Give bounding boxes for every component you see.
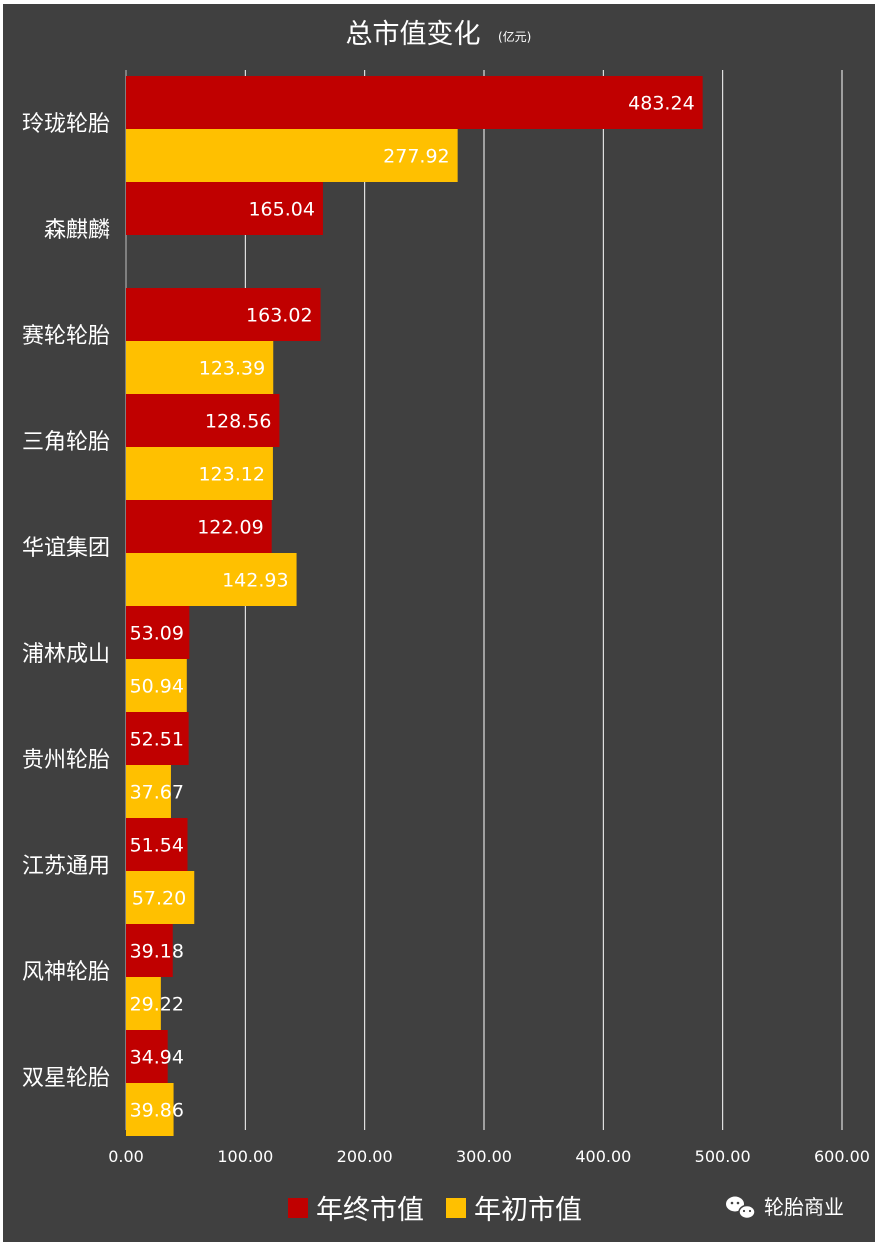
x-tick-label: 400.00 [575,1147,631,1166]
value-axis: 0.00 100.00 200.00 300.00 400.00 500.00 600.00 [108,1147,870,1166]
data-label: 39.86 [130,1100,184,1122]
category-label: 森麒麟 [44,218,110,243]
x-tick-label: 200.00 [337,1147,393,1166]
data-labels: 483.24 277.92 165.04 163.02 123.39 128.56 123.… [130,93,695,1122]
category-label: 江苏通用 [22,854,110,879]
bar-year-start [126,659,187,712]
data-label: 50.94 [130,676,184,698]
legend: 年终市值 年初市值 [288,1195,582,1226]
data-label: 128.56 [205,411,271,433]
bar-year-start [126,871,195,924]
data-label: 122.09 [197,517,263,539]
x-tick-label: 100.00 [217,1147,273,1166]
x-tick-label: 600.00 [814,1147,870,1166]
legend-swatch [288,1198,308,1218]
bar-year-start [126,341,274,394]
watermark-text: 轮胎商业 [764,1195,844,1219]
legend-label: 年初市值 [474,1195,582,1226]
bar-year-end [126,76,703,129]
data-label: 51.54 [130,835,184,857]
bars [126,76,703,1136]
category-label: 双星轮胎 [22,1066,110,1091]
data-label: 483.24 [628,93,694,115]
data-label: 57.20 [132,888,186,910]
category-label: 三角轮胎 [22,430,110,455]
data-label: 165.04 [248,199,314,221]
category-label: 华谊集团 [22,536,110,561]
bar-year-start [126,1083,174,1136]
bar-year-start [126,553,297,606]
bar-year-start [126,447,273,500]
bar-year-end [126,712,189,765]
data-label: 163.02 [246,305,312,327]
category-label: 赛轮轮胎 [22,324,110,349]
data-label: 123.39 [199,358,265,380]
chart-title: 总市值变化 [346,19,481,50]
bar-year-end [126,818,188,871]
legend-swatch [446,1198,466,1218]
data-label: 53.09 [130,623,184,645]
x-tick-label: 500.00 [695,1147,751,1166]
data-label: 142.93 [222,570,288,592]
category-label: 浦林成山 [22,642,110,667]
bar-year-end [126,394,280,447]
bar-year-end [126,924,173,977]
watermark: 轮胎商业 [726,1195,844,1220]
category-label: 玲珑轮胎 [22,112,110,137]
category-label: 贵州轮胎 [22,748,110,773]
bar-year-end [126,182,323,235]
data-label: 37.67 [130,782,184,804]
x-tick-label: 0.00 [108,1147,144,1166]
data-label: 29.22 [130,994,184,1016]
wechat-icon [726,1196,756,1220]
x-tick-label: 300.00 [456,1147,512,1166]
legend-label: 年终市值 [316,1195,424,1226]
data-label: 52.51 [130,729,184,751]
category-label: 风神轮胎 [22,960,110,985]
bar-year-end [126,1030,168,1083]
bar-year-end [126,500,272,553]
bar-year-end [126,288,321,341]
data-label: 277.92 [383,146,449,168]
bar-year-start [126,129,458,182]
data-label: 39.18 [130,941,184,963]
bar-year-start [126,977,161,1030]
data-label: 123.12 [198,464,264,486]
data-label: 34.94 [130,1047,184,1069]
bar-year-end [126,606,190,659]
bar-year-start [126,765,171,818]
chart-unit-note: (亿元) [498,29,531,44]
